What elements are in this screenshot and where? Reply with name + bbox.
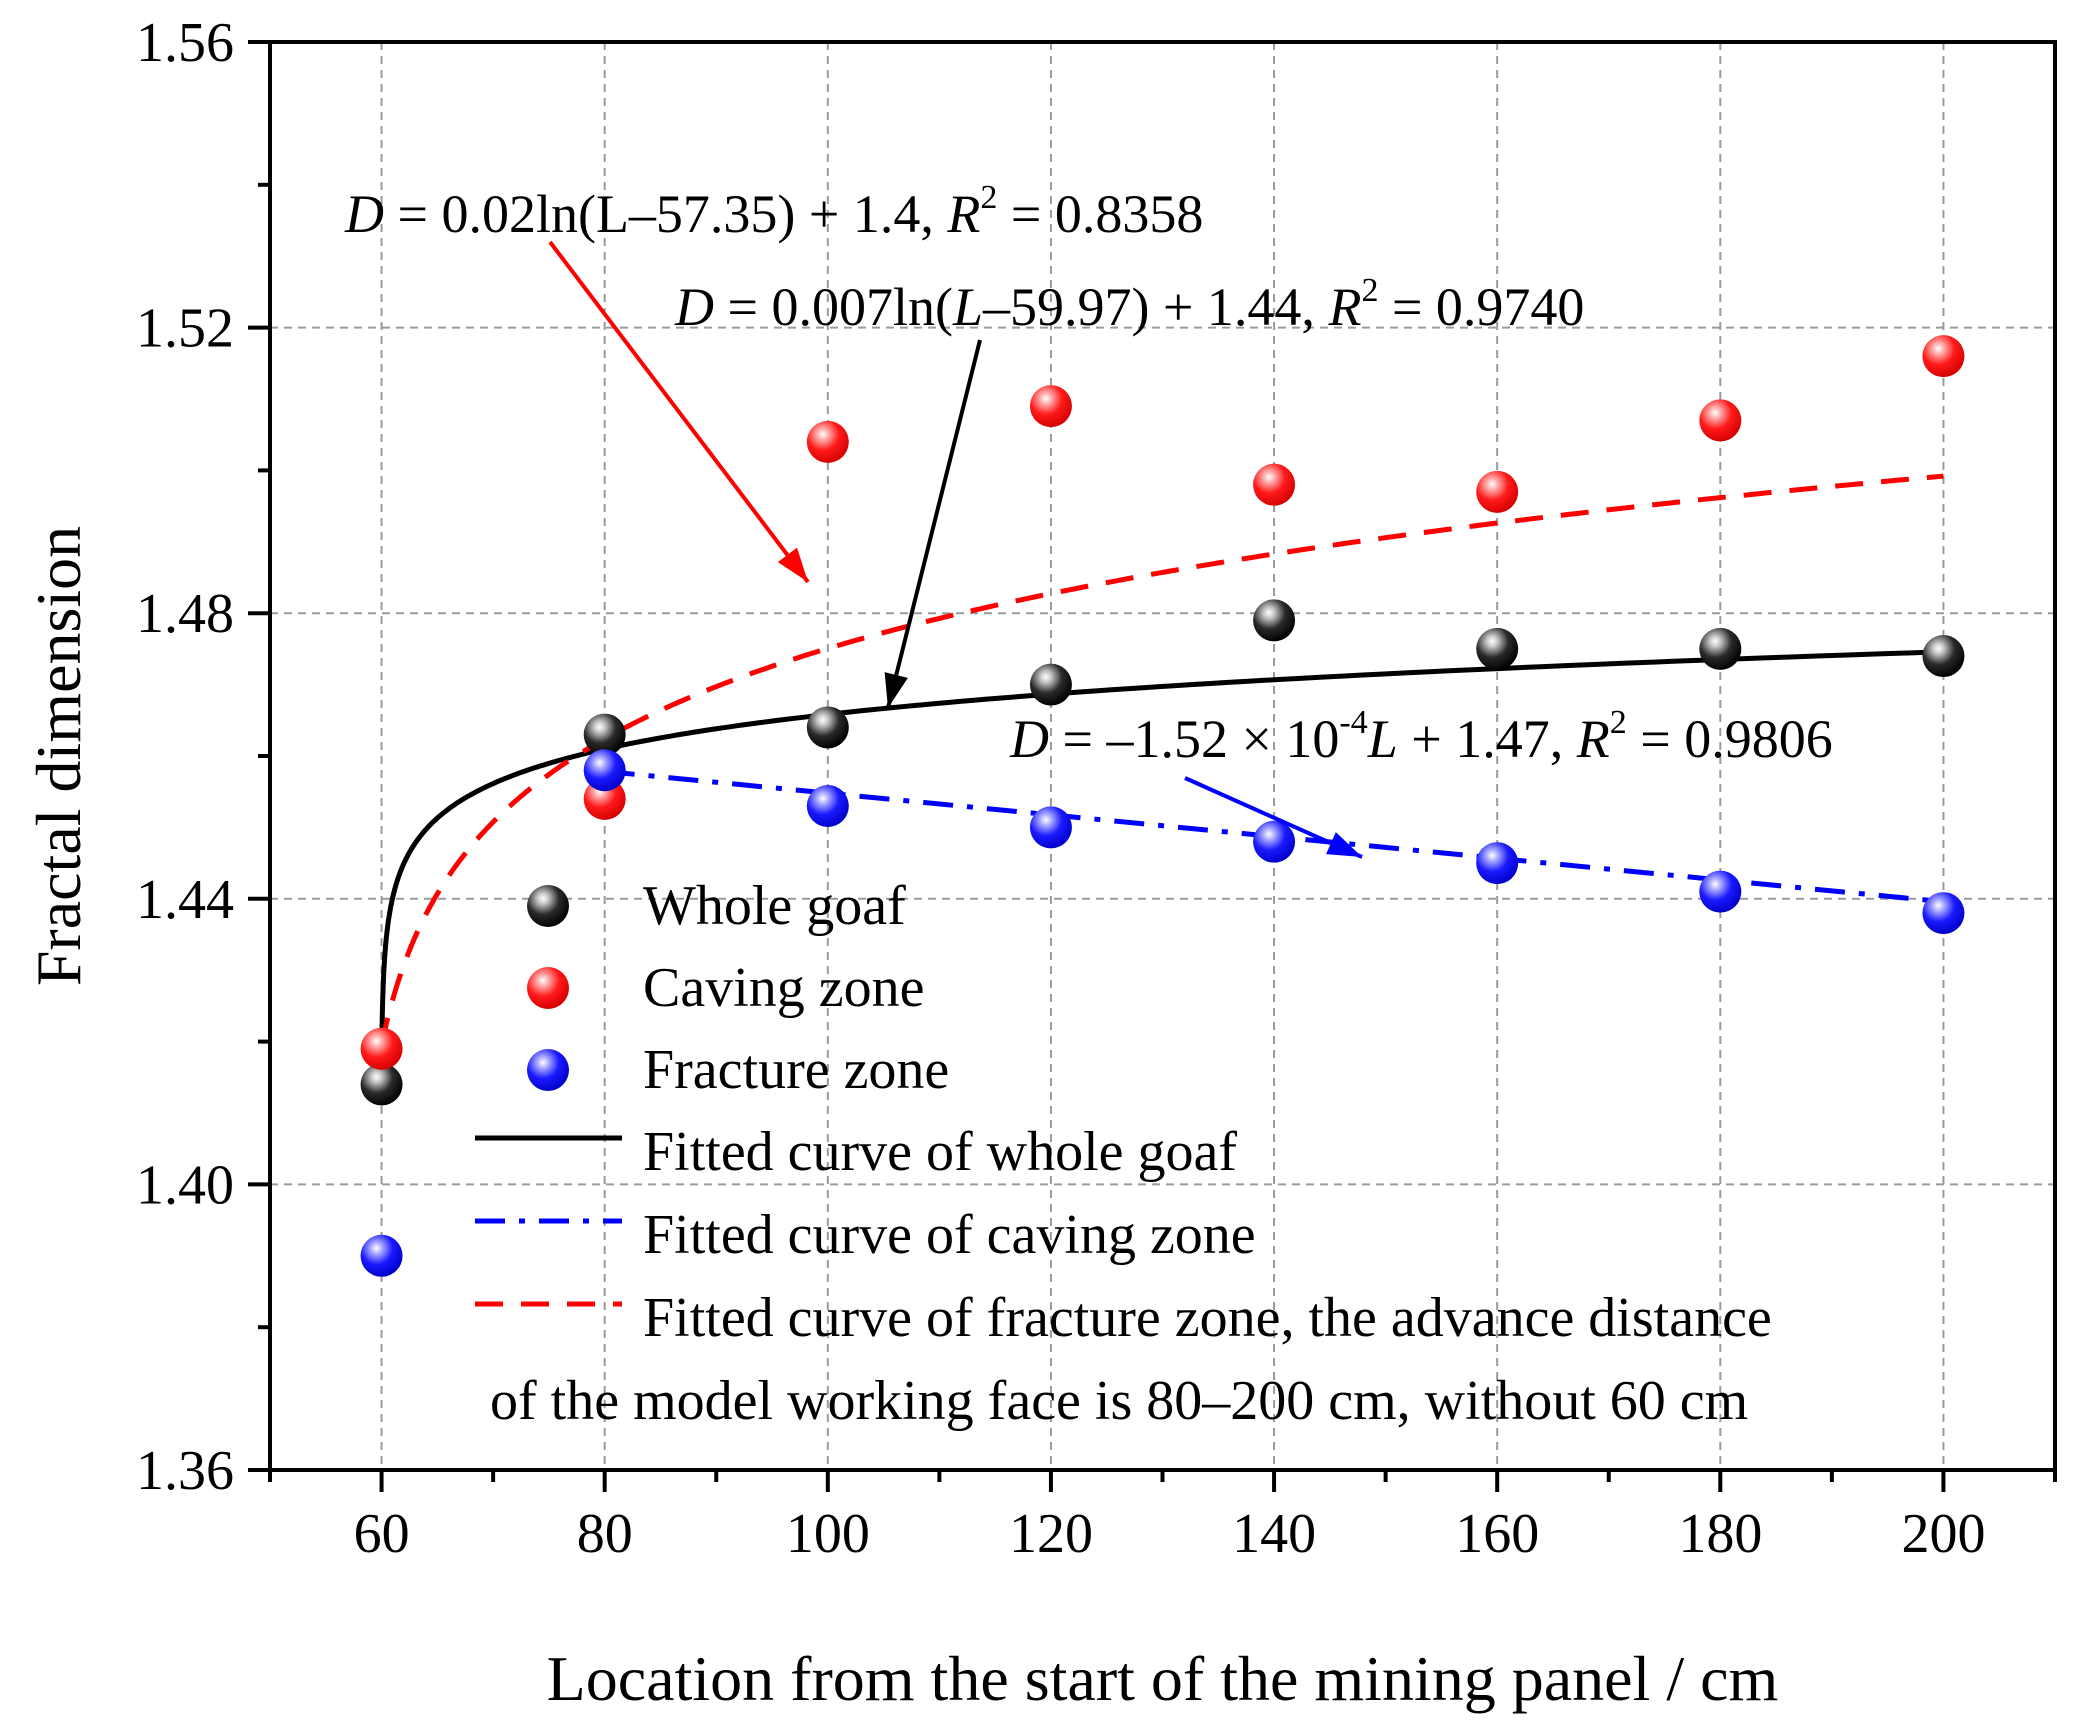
y-tick-label: 1.52 <box>136 298 234 360</box>
data-point <box>1253 463 1296 506</box>
data-point <box>360 1027 403 1070</box>
data-point <box>583 749 626 792</box>
x-tick-label: 80 <box>577 1503 633 1565</box>
annotation-arrows <box>548 240 1363 859</box>
y-tick-label: 1.48 <box>136 583 234 645</box>
x-tick-label: 200 <box>1901 1503 1985 1565</box>
arrow-head <box>777 547 808 582</box>
legend-label: of the model working face is 80–200 cm, … <box>490 1370 1748 1432</box>
data-point <box>1253 599 1296 642</box>
legend-label: Fitted curve of fracture zone, the advan… <box>643 1287 1772 1349</box>
data-point <box>1029 806 1072 849</box>
legend-marker <box>527 967 569 1009</box>
data-point <box>360 1063 403 1106</box>
data-point <box>806 784 849 827</box>
x-tick-label: 60 <box>354 1503 410 1565</box>
x-tick-label: 100 <box>786 1503 870 1565</box>
data-point <box>1699 399 1742 442</box>
arrow-shaft <box>548 240 810 584</box>
data-point <box>1922 892 1965 935</box>
arrow-head <box>884 672 908 708</box>
data-point <box>360 1234 403 1277</box>
equation-caving-zone-fit: D = –1.52 × 10-4L + 1.47, R2 = 0.9806 <box>1009 704 1833 769</box>
data-point <box>1029 385 1072 428</box>
data-point <box>1922 635 1965 678</box>
legend: Whole goaf Caving zone Fracture zone Fitted… <box>475 875 1772 1432</box>
fit-line-dashed <box>379 473 1944 1046</box>
axis-ticks: 60 80 100 120 140 160 180 200 1.36 1.40 1.44 1.48 1.… <box>136 12 2057 1565</box>
y-tick-label: 1.40 <box>136 1154 234 1216</box>
equation-whole-goaf-fit: D = 0.007ln(L–59.97) + 1.44, R2 = 0.9740 <box>674 272 1584 337</box>
data-point <box>1699 870 1742 913</box>
x-tick-label: 120 <box>1009 1503 1093 1565</box>
legend-label: Whole goaf <box>643 875 906 937</box>
x-tick-label: 160 <box>1455 1503 1539 1565</box>
data-point <box>1476 627 1519 670</box>
y-tick-label: 1.56 <box>136 12 234 74</box>
data-point <box>806 706 849 749</box>
equation-fracture-zone-fit: D = 0.02ln(L–57.35) + 1.4, R2 = 0.8358 <box>344 179 1203 244</box>
data-point <box>1476 470 1519 513</box>
data-point <box>583 713 626 756</box>
legend-label: Caving zone <box>643 957 924 1019</box>
data-point <box>1699 627 1742 670</box>
legend-marker <box>527 1049 569 1091</box>
data-point <box>806 420 849 463</box>
x-axis-title: Location from the start of the mining pa… <box>547 1643 1779 1714</box>
y-tick-label: 1.36 <box>136 1440 234 1502</box>
arrow-head <box>1326 832 1362 857</box>
data-points <box>360 335 1965 1277</box>
fitted-curves <box>379 473 1944 1075</box>
fit-line-solid <box>379 649 1944 1075</box>
x-tick-label: 180 <box>1678 1503 1762 1565</box>
arrow-shaft <box>886 339 982 709</box>
legend-label: Fitted curve of caving zone <box>643 1204 1256 1266</box>
x-tick-label: 140 <box>1232 1503 1316 1565</box>
data-point <box>1922 335 1965 378</box>
legend-label: Fracture zone <box>643 1039 949 1101</box>
data-point <box>1253 820 1296 863</box>
y-axis-title: Fractal dimension <box>23 526 94 986</box>
legend-label: Fitted curve of whole goaf <box>643 1121 1237 1183</box>
data-point <box>1029 663 1072 706</box>
data-point <box>1476 842 1519 885</box>
y-tick-label: 1.44 <box>136 869 234 931</box>
legend-marker <box>527 885 569 927</box>
